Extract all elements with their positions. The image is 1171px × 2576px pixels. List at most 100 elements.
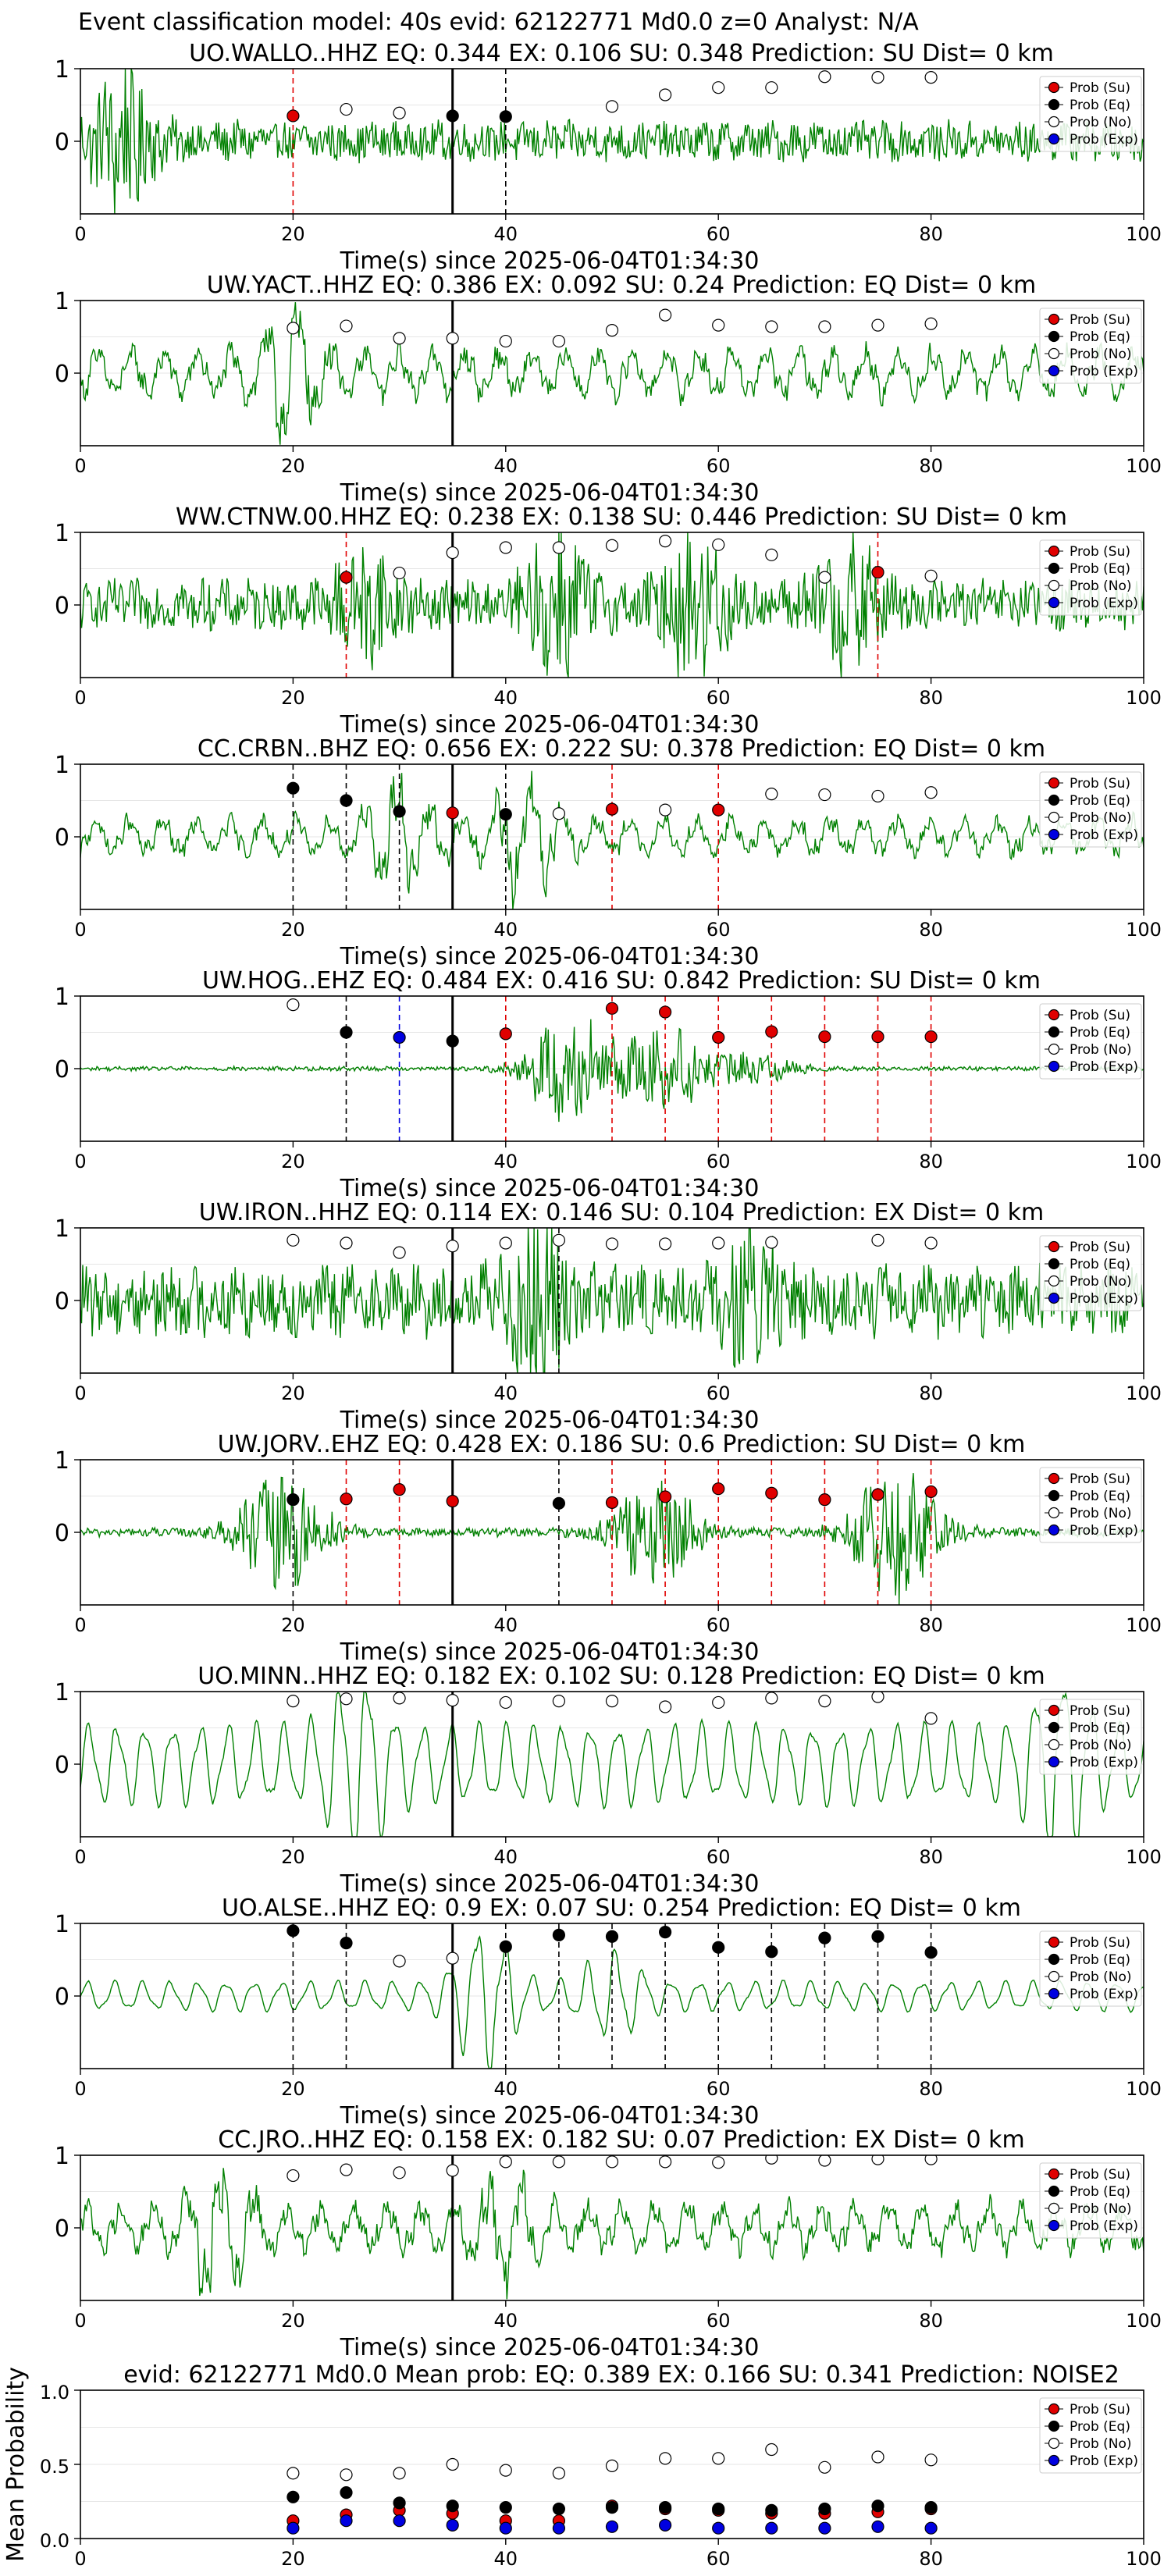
plot-area xyxy=(80,764,1144,909)
panel-title: CC.JRO..HHZ EQ: 0.158 EX: 0.182 SU: 0.07… xyxy=(218,2126,1024,2154)
prob-marker-eq xyxy=(446,109,459,123)
panel-11: evid: 62122771 Md0.0 Mean prob: EQ: 0.38… xyxy=(2,2361,1162,2570)
legend-label: Prob (Exp) xyxy=(1070,827,1138,843)
x-tick-label: 0 xyxy=(74,2078,86,2100)
legend-marker xyxy=(1048,2185,1060,2197)
prob-marker-no xyxy=(871,1692,884,1703)
x-tick-label: 60 xyxy=(707,919,731,941)
legend-label: Prob (No) xyxy=(1070,1042,1132,1058)
x-tick-label: 40 xyxy=(494,2078,518,2100)
prob-marker-no xyxy=(393,566,406,580)
legend-marker xyxy=(1048,1756,1060,1768)
legend-marker xyxy=(1048,347,1060,360)
panel-title: UW.HOG..EHZ EQ: 0.484 EX: 0.416 SU: 0.84… xyxy=(202,967,1041,994)
legend-label: Prob (No) xyxy=(1070,115,1132,130)
legend-label: Prob (Eq) xyxy=(1070,1489,1130,1504)
x-tick-label: 100 xyxy=(1126,223,1162,245)
legend-marker xyxy=(1048,2168,1060,2180)
y-tick-label: 0 xyxy=(55,1984,69,2011)
prob-marker-su xyxy=(605,802,619,816)
legend-label: Prob (No) xyxy=(1070,578,1132,594)
legend-marker xyxy=(1048,1738,1060,1751)
legend-label: Prob (No) xyxy=(1070,2201,1132,2217)
mean-marker-no xyxy=(605,2459,619,2472)
y-tick-label: 1 xyxy=(55,1215,69,1243)
x-tick-label: 100 xyxy=(1126,1151,1162,1172)
prob-marker-no xyxy=(605,324,619,337)
plot-area xyxy=(80,996,1144,1141)
panel-title: WW.CTNW.00.HHZ EQ: 0.238 EX: 0.138 SU: 0… xyxy=(176,503,1067,531)
panel-title: UW.YACT..HHZ EQ: 0.386 EX: 0.092 SU: 0.2… xyxy=(207,272,1036,299)
mean-marker-eq xyxy=(499,2501,512,2514)
panel-title: UW.IRON..HHZ EQ: 0.114 EX: 0.146 SU: 0.1… xyxy=(199,1199,1044,1226)
legend-label: Prob (Su) xyxy=(1070,2402,1130,2418)
legend-label: Prob (Exp) xyxy=(1070,1755,1138,1770)
x-tick-label: 20 xyxy=(281,1614,305,1636)
legend-label: Prob (No) xyxy=(1070,1738,1132,1753)
y-tick-label: 0 xyxy=(55,592,69,620)
prob-marker-eq xyxy=(605,1930,619,1943)
prob-marker-eq xyxy=(924,1946,938,1959)
legend-label: Prob (No) xyxy=(1070,810,1132,826)
legend-box xyxy=(1039,2162,1142,2239)
legend-marker xyxy=(1048,330,1060,343)
legend-marker xyxy=(1048,1970,1060,1983)
legend-marker xyxy=(1048,133,1060,145)
prob-marker-su xyxy=(446,806,459,820)
mean-marker-eq xyxy=(287,2490,300,2503)
prob-marker-no xyxy=(712,2156,725,2169)
legend-marker xyxy=(1048,1009,1060,1021)
prob-marker-no xyxy=(765,1692,778,1705)
x-tick-label: 80 xyxy=(919,2548,943,2570)
prob-marker-no xyxy=(552,541,566,554)
prob-marker-eq xyxy=(552,1928,566,1941)
legend-label: Prob (Su) xyxy=(1070,1240,1130,1255)
prob-marker-no xyxy=(924,2155,938,2165)
prob-marker-eq xyxy=(287,1493,300,1507)
y-tick-label: 0 xyxy=(55,1520,69,1547)
legend-marker xyxy=(1048,1043,1060,1055)
legend-marker xyxy=(1048,777,1060,789)
x-tick-label: 0 xyxy=(74,2310,86,2332)
x-tick-label: 0 xyxy=(74,919,86,941)
waveform-trace xyxy=(80,1228,1144,1373)
x-tick-label: 40 xyxy=(494,455,518,477)
mean-marker-eq xyxy=(712,2502,725,2516)
mean-marker-eq xyxy=(871,2500,884,2513)
x-tick-label: 0 xyxy=(74,2548,86,2570)
mean-marker-no xyxy=(552,2467,566,2480)
y-tick-label: 0 xyxy=(55,1056,69,1083)
mean-marker-no xyxy=(393,2467,406,2480)
legend-label: Prob (Su) xyxy=(1070,544,1130,560)
mean-marker-no xyxy=(499,2464,512,2477)
panel-10: CC.JRO..HHZ EQ: 0.158 EX: 0.182 SU: 0.07… xyxy=(55,2126,1162,2361)
y-tick-label: 1 xyxy=(55,1679,69,1706)
x-tick-label: 60 xyxy=(707,1846,731,1868)
prob-marker-no xyxy=(924,1712,938,1725)
prob-marker-su xyxy=(712,803,725,817)
prob-marker-su xyxy=(658,1490,672,1503)
x-tick-label: 20 xyxy=(281,2548,305,2570)
prob-marker-no xyxy=(765,548,778,561)
prob-marker-no xyxy=(446,332,459,345)
prob-marker-no xyxy=(499,2155,512,2169)
prob-marker-eq xyxy=(340,794,353,807)
prob-marker-eq xyxy=(499,1940,512,1953)
legend-marker xyxy=(1048,116,1060,128)
prob-marker-su xyxy=(924,1030,938,1044)
mean-marker-exp xyxy=(765,2521,778,2535)
prob-marker-eq xyxy=(552,1496,566,1510)
plot-area xyxy=(80,532,1144,678)
prob-marker-no xyxy=(871,2155,884,2165)
prob-marker-no xyxy=(499,334,512,348)
prob-marker-no xyxy=(446,2164,459,2177)
mean-marker-no xyxy=(871,2450,884,2464)
x-tick-label: 60 xyxy=(707,1614,731,1636)
prob-marker-su xyxy=(340,1493,353,1506)
prob-marker-eq xyxy=(712,1941,725,1954)
legend-marker xyxy=(1048,365,1060,377)
legend-marker xyxy=(1048,2403,1060,2415)
mean-marker-eq xyxy=(818,2502,831,2516)
legend-marker xyxy=(1048,81,1060,94)
x-tick-label: 60 xyxy=(707,2310,731,2332)
